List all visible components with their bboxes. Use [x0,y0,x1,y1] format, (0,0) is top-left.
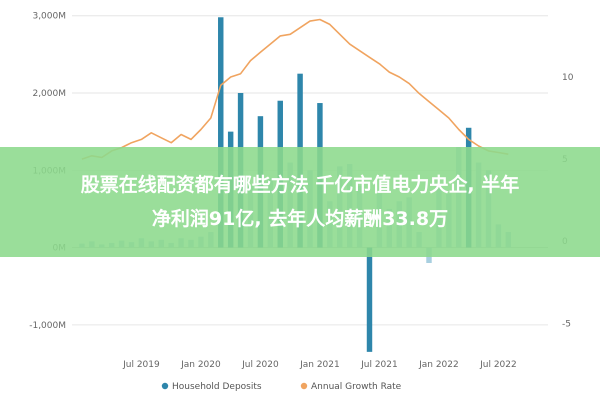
left-axis-tick-label: -1,000M [29,321,66,331]
legend-label-annual-growth-rate: Annual Growth Rate [311,382,402,392]
headline-line-1: 股票在线配资都有哪些方法 千亿市值电力央企, 半年 [80,174,520,196]
line-layer [81,18,509,160]
x-axis-tick-label: Jul 2021 [360,360,398,370]
headline-banner: 股票在线配资都有哪些方法 千亿市值电力央企, 半年 净利润91亿, 去年人均薪酬… [0,147,600,257]
legend-marker-annual-growth-rate [300,382,308,390]
legend: Household Deposits Annual Growth Rate [161,382,402,392]
bar [366,247,373,352]
right-axis-tick-label: -5 [562,319,571,329]
legend-marker-household-deposits [161,382,169,390]
left-axis-tick-label: 3,000M [32,12,66,22]
headline-line-2: 净利润91亿, 去年人均薪酬33.8万 [151,208,449,230]
x-axis-tick-label: Jul 2022 [479,360,517,370]
bar [218,17,224,248]
right-axis-tick-label: 10 [562,73,574,83]
x-axis-tick-label: Jan 2022 [418,360,459,370]
x-axis-tick-label: Jan 2021 [299,360,340,370]
x-axis-tick-label: Jan 2020 [180,360,221,370]
x-axis-tick-label: Jul 2019 [122,360,160,370]
legend-label-household-deposits: Household Deposits [172,382,262,392]
x-axis-tick-label: Jul 2020 [241,360,279,370]
left-axis-tick-label: 2,000M [32,89,66,99]
growth-rate-line [81,18,509,160]
